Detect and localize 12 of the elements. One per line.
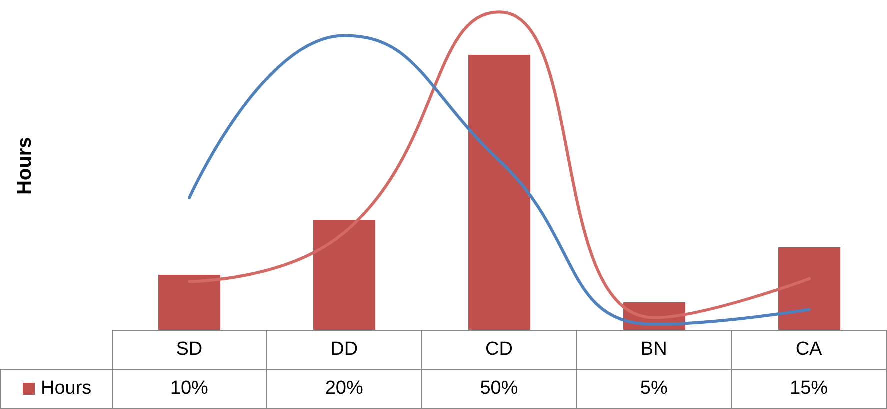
x-tick-label: BN [576, 330, 732, 370]
x-tick-label: SD [112, 330, 267, 370]
x-tick-label: CD [422, 330, 577, 370]
data-label: 10% [112, 370, 267, 408]
x-tick-label: CA [732, 330, 886, 370]
legend-label: Hours [0, 370, 112, 408]
data-label: 15% [732, 370, 886, 408]
x-tick-label: DD [266, 330, 422, 370]
data-label: 20% [266, 370, 422, 408]
y-axis-title: Hours [13, 137, 37, 195]
data-label: 50% [422, 370, 577, 408]
data-label: 5% [576, 370, 732, 408]
